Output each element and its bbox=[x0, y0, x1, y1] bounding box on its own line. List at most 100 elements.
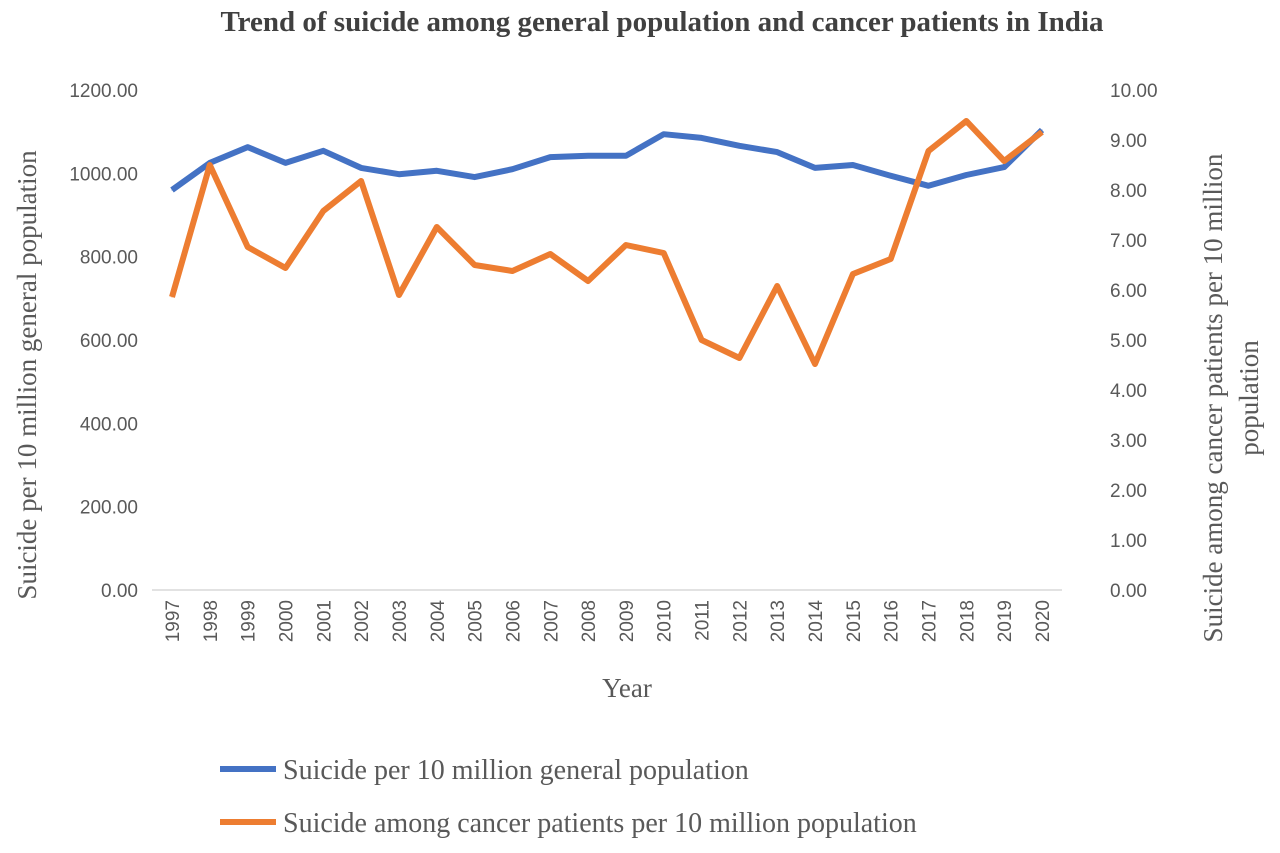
data-point bbox=[247, 146, 249, 148]
data-point bbox=[474, 176, 476, 178]
y-tick-label: 1200.00 bbox=[69, 81, 138, 102]
y2-tick-label: 6.00 bbox=[1110, 281, 1147, 302]
data-point bbox=[436, 170, 438, 172]
data-point bbox=[171, 296, 173, 298]
x-tick-label: 2006 bbox=[503, 600, 524, 642]
data-point bbox=[701, 339, 703, 341]
x-tick-label: 2014 bbox=[806, 600, 827, 643]
data-point bbox=[284, 162, 286, 164]
y2-tick-label: 4.00 bbox=[1110, 381, 1147, 402]
x-tick-label: 1999 bbox=[239, 600, 260, 642]
data-point bbox=[587, 155, 589, 157]
data-point bbox=[701, 137, 703, 139]
data-point bbox=[1003, 166, 1005, 168]
data-point bbox=[852, 273, 854, 275]
data-point bbox=[284, 267, 286, 269]
y-tick-label: 200.00 bbox=[80, 498, 138, 519]
data-point bbox=[965, 120, 967, 122]
series-line-general bbox=[170, 127, 1045, 193]
y2-tick-label: 0.00 bbox=[1110, 581, 1147, 602]
data-point bbox=[776, 285, 778, 287]
data-point bbox=[625, 244, 627, 246]
data-point bbox=[965, 174, 967, 176]
data-point bbox=[549, 156, 551, 158]
y-tick-label: 0.00 bbox=[101, 581, 138, 602]
data-point bbox=[1041, 131, 1043, 133]
data-point bbox=[511, 168, 513, 170]
data-point bbox=[436, 226, 438, 228]
data-point bbox=[928, 150, 930, 152]
data-point bbox=[322, 210, 324, 212]
data-point bbox=[1041, 129, 1043, 131]
legend: Suicide per 10 million general populatio… bbox=[220, 755, 917, 839]
data-point bbox=[587, 280, 589, 282]
data-point bbox=[322, 150, 324, 152]
y2-tick-label: 9.00 bbox=[1110, 131, 1147, 152]
data-point bbox=[398, 173, 400, 175]
x-tick-label: 2017 bbox=[920, 600, 941, 642]
data-point bbox=[814, 167, 816, 169]
x-tick-label: 2015 bbox=[844, 600, 865, 642]
y-tick-label: 400.00 bbox=[80, 414, 138, 435]
x-tick-label: 2019 bbox=[995, 600, 1016, 642]
data-point bbox=[814, 363, 816, 365]
series-line-cancer bbox=[169, 118, 1044, 367]
y-tick-label: 600.00 bbox=[80, 331, 138, 352]
chart-title: Trend of suicide among general populatio… bbox=[220, 6, 1104, 38]
y-tick-label: 800.00 bbox=[80, 248, 138, 269]
data-point bbox=[247, 246, 249, 248]
data-point bbox=[360, 167, 362, 169]
data-point bbox=[474, 264, 476, 266]
data-point bbox=[209, 164, 211, 166]
data-point bbox=[625, 155, 627, 157]
x-tick-label: 2011 bbox=[693, 600, 714, 641]
y2-tick-label: 10.00 bbox=[1110, 81, 1158, 102]
x-tick-label: 2000 bbox=[276, 600, 297, 642]
data-point bbox=[1003, 160, 1005, 162]
x-tick-label: 2003 bbox=[390, 600, 411, 642]
y2-tick-label: 2.00 bbox=[1110, 481, 1147, 502]
x-tick-label: 2016 bbox=[882, 600, 903, 642]
data-point bbox=[928, 185, 930, 187]
x-tick-label: 2008 bbox=[579, 600, 600, 642]
data-point bbox=[852, 164, 854, 166]
x-tick-label: 2009 bbox=[617, 600, 638, 642]
x-tick-label: 2002 bbox=[352, 600, 373, 642]
x-tick-label: 2005 bbox=[466, 600, 487, 642]
data-point bbox=[171, 189, 173, 191]
y2-tick-label: 5.00 bbox=[1110, 331, 1147, 352]
data-point bbox=[663, 133, 665, 135]
x-tick-label: 2020 bbox=[1033, 600, 1054, 642]
y2-axis-label-line2: population bbox=[1234, 340, 1264, 456]
x-tick-label: 2012 bbox=[730, 600, 751, 642]
data-point bbox=[511, 270, 513, 272]
legend-label-cancer: Suicide among cancer patients per 10 mil… bbox=[283, 808, 917, 839]
x-tick-label: 1998 bbox=[201, 600, 222, 642]
legend-label-general: Suicide per 10 million general populatio… bbox=[283, 755, 749, 786]
y-axis-label: Suicide per 10 million general populatio… bbox=[12, 150, 42, 600]
y-tick-label: 1000.00 bbox=[69, 164, 138, 185]
x-tick-label: 2018 bbox=[957, 600, 978, 642]
data-point bbox=[776, 151, 778, 153]
data-point bbox=[663, 252, 665, 254]
data-point bbox=[549, 253, 551, 255]
data-point bbox=[738, 145, 740, 147]
y2-tick-label: 8.00 bbox=[1110, 181, 1147, 202]
data-point bbox=[398, 294, 400, 296]
x-tick-label: 2013 bbox=[768, 600, 789, 642]
x-tick-label: 1997 bbox=[163, 600, 184, 642]
data-point bbox=[890, 258, 892, 260]
y2-axis-label-line1: Suicide among cancer patients per 10 mil… bbox=[1198, 153, 1228, 642]
x-tick-label: 2004 bbox=[428, 600, 449, 643]
y2-tick-label: 1.00 bbox=[1110, 531, 1147, 552]
y2-tick-label: 3.00 bbox=[1110, 431, 1147, 452]
x-tick-label: 2007 bbox=[541, 600, 562, 642]
data-point bbox=[738, 357, 740, 359]
x-tick-label: 2001 bbox=[314, 600, 335, 642]
data-point bbox=[360, 180, 362, 182]
x-axis-label: Year bbox=[602, 673, 652, 703]
data-point bbox=[890, 175, 892, 177]
x-tick-label: 2010 bbox=[655, 600, 676, 642]
y2-tick-label: 7.00 bbox=[1110, 231, 1147, 252]
